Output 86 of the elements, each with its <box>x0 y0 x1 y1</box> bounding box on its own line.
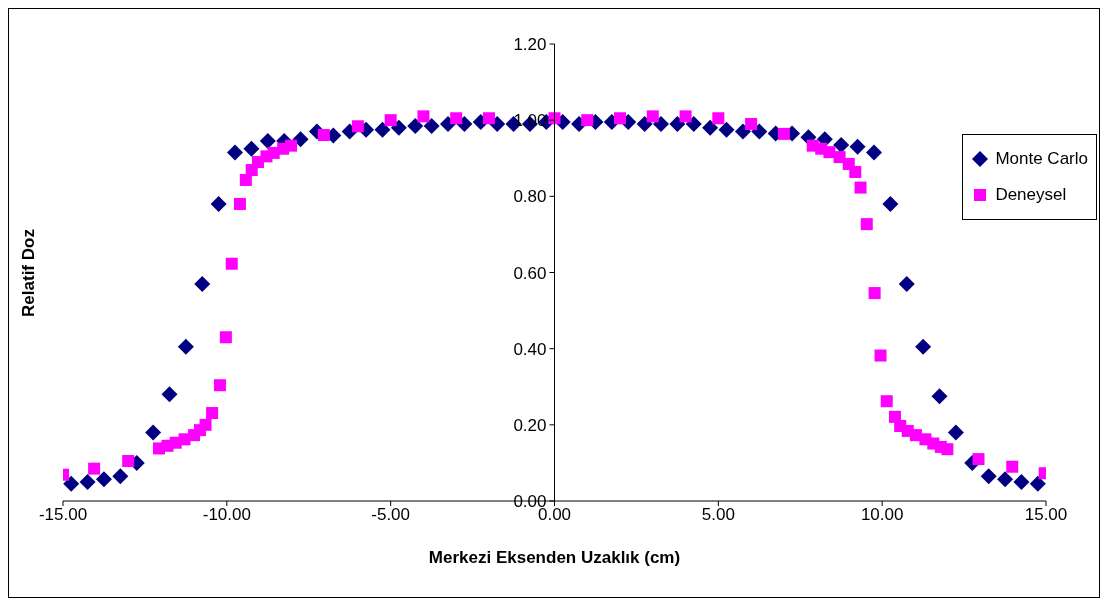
point <box>243 140 260 157</box>
point <box>751 123 768 140</box>
point <box>734 123 751 140</box>
point <box>854 181 867 194</box>
point <box>292 131 309 148</box>
point <box>614 112 627 125</box>
point <box>685 115 702 132</box>
point <box>972 453 985 466</box>
point <box>259 133 276 150</box>
point <box>980 468 997 485</box>
point <box>712 112 725 125</box>
legend-label: Monte Carlo <box>995 149 1088 169</box>
point <box>95 471 112 488</box>
point <box>161 386 178 403</box>
point <box>702 119 719 136</box>
point <box>947 424 964 441</box>
point <box>285 139 298 152</box>
point <box>882 195 899 212</box>
point <box>581 114 594 127</box>
point <box>941 443 954 456</box>
y-tick-label: 0.20 <box>513 415 547 435</box>
point <box>384 114 397 127</box>
x-tick-label: -5.00 <box>371 505 411 525</box>
point <box>679 110 692 123</box>
point <box>880 395 893 408</box>
x-tick-label: -10.00 <box>202 505 251 525</box>
point <box>317 129 330 142</box>
point <box>1029 475 1046 492</box>
point <box>915 338 932 355</box>
y-tick-label: 0.80 <box>513 187 547 207</box>
y-tick-label: 0.60 <box>513 263 547 283</box>
point <box>177 338 194 355</box>
point <box>374 121 391 138</box>
point <box>450 112 463 125</box>
point <box>227 144 244 161</box>
point <box>199 418 212 431</box>
point <box>210 195 227 212</box>
x-tick-label: 5.00 <box>701 505 735 525</box>
point <box>63 475 80 492</box>
point <box>652 115 669 132</box>
point <box>239 173 252 186</box>
point <box>219 331 232 344</box>
x-tick-label: 15.00 <box>1024 505 1068 525</box>
point <box>79 473 96 490</box>
point <box>718 121 735 138</box>
point <box>646 110 659 123</box>
point <box>225 257 238 270</box>
point <box>423 117 440 134</box>
x-tick-label: -15.00 <box>38 505 88 525</box>
point <box>548 112 561 125</box>
point <box>1006 460 1019 473</box>
point <box>745 117 758 130</box>
point <box>931 388 948 405</box>
point <box>213 379 226 392</box>
y-tick-label: 1.20 <box>513 35 547 54</box>
point <box>233 197 246 210</box>
point <box>997 471 1014 488</box>
point <box>833 136 850 153</box>
point <box>351 120 364 133</box>
point <box>88 462 101 475</box>
point <box>122 455 135 468</box>
point <box>112 468 129 485</box>
y-axis-title: Relatif Doz <box>19 228 39 317</box>
point <box>874 349 887 362</box>
point <box>482 112 495 125</box>
point <box>868 287 881 300</box>
point <box>823 146 836 159</box>
point <box>417 110 430 123</box>
point <box>669 115 686 132</box>
point <box>206 407 219 420</box>
x-tick-label: 10.00 <box>860 505 904 525</box>
point <box>1013 473 1030 490</box>
point <box>865 144 882 161</box>
point <box>898 275 915 292</box>
point <box>777 127 790 140</box>
point <box>407 117 424 134</box>
point <box>849 165 862 178</box>
point <box>145 424 162 441</box>
point <box>636 115 653 132</box>
point <box>194 275 211 292</box>
point <box>860 218 873 231</box>
point <box>849 138 866 155</box>
y-tick-label: 0.40 <box>513 339 547 359</box>
x-axis-title: Merkezi Eksenden Uzaklık (cm) <box>428 548 681 567</box>
legend-label: Deneysel <box>995 185 1067 205</box>
point <box>390 119 407 136</box>
